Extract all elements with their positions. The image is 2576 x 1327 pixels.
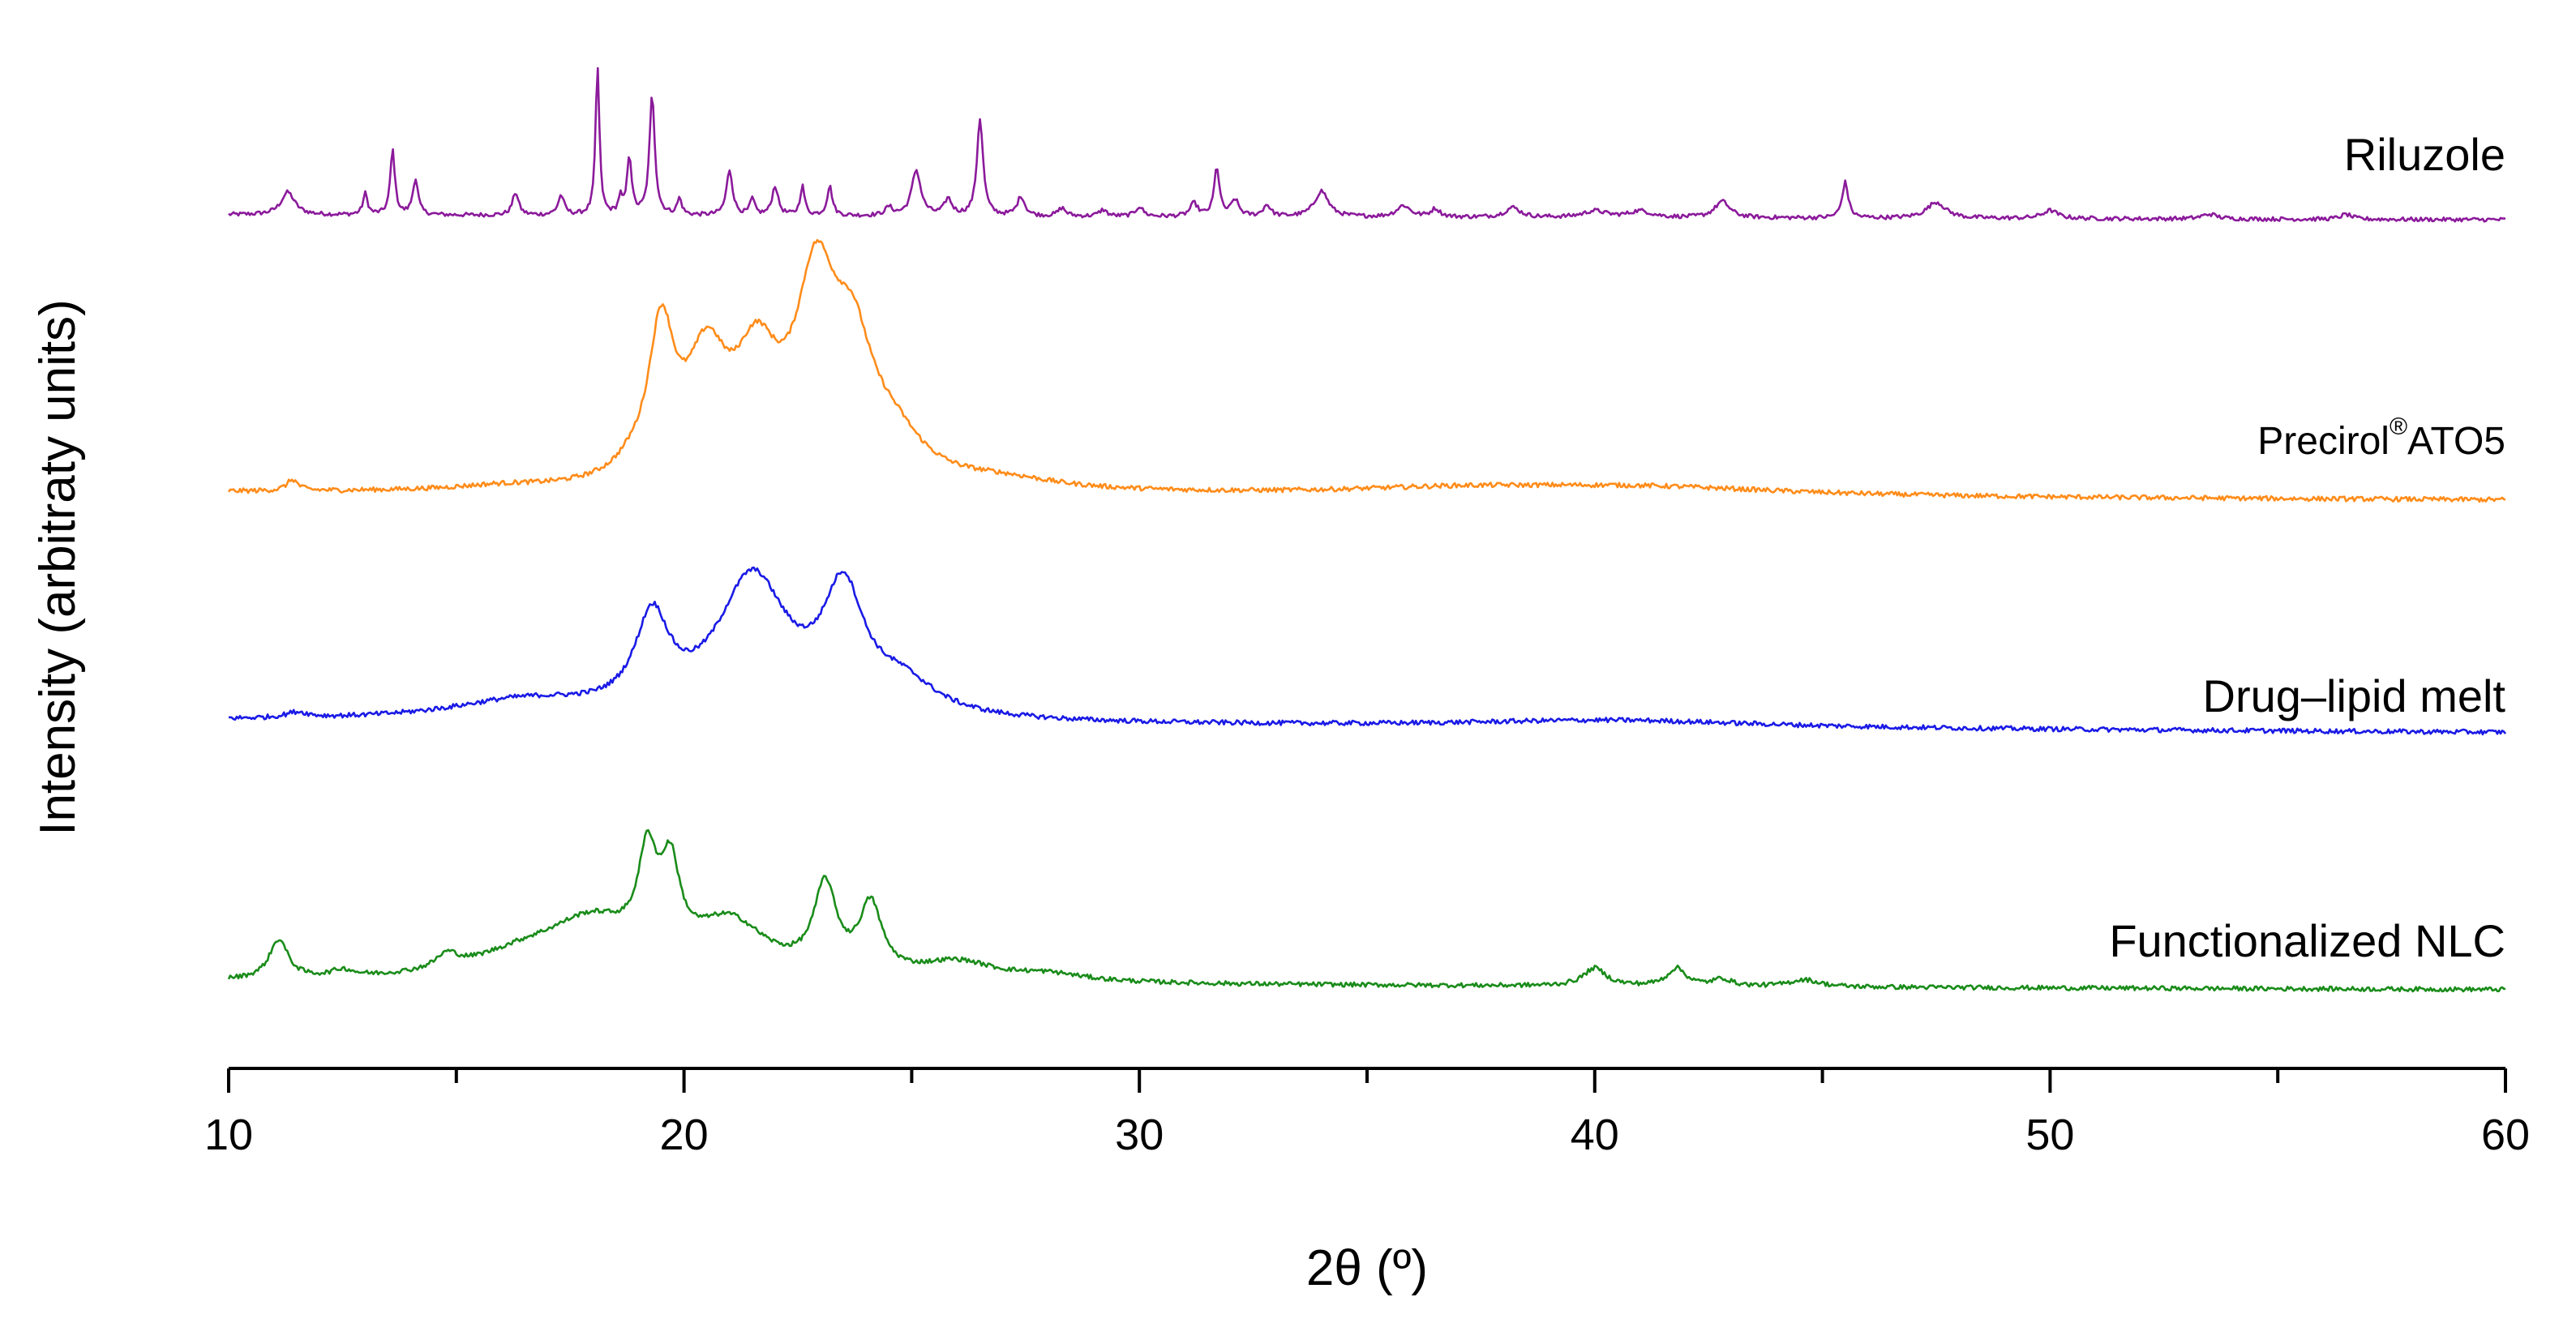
series-labels: Riluzole Precirol®ATO5 Drug–lipid melt Func… [2109, 129, 2505, 966]
series-line-4 [227, 828, 2506, 993]
series-label-4: Functionalized NLC [2109, 915, 2505, 966]
series-line-1 [228, 66, 2505, 223]
series-label-1: Riluzole [2344, 129, 2505, 180]
x-tick-label: 20 [660, 1111, 709, 1159]
series-line-3 [228, 566, 2507, 736]
x-tick-label: 10 [204, 1111, 253, 1159]
y-axis-title: Intensity (arbitraty units) [30, 299, 86, 836]
x-tick-label: 60 [2481, 1111, 2530, 1159]
x-tick-label: 50 [2025, 1111, 2074, 1159]
x-axis: 10 20 30 40 50 60 [204, 1067, 2530, 1159]
series-traces [227, 66, 2507, 993]
series-line-2 [227, 238, 2506, 503]
x-tick-label: 40 [1571, 1111, 1619, 1159]
x-ticks: 10 20 30 40 50 60 [204, 1068, 2530, 1159]
plot-area: Riluzole Precirol®ATO5 Drug–lipid melt Func… [227, 66, 2507, 993]
x-tick-label: 30 [1115, 1111, 1164, 1159]
series-label-2: Precirol®ATO5 [2257, 413, 2505, 463]
x-axis-title: 2θ (º) [1306, 1240, 1428, 1296]
series-label-3: Drug–lipid melt [2203, 670, 2506, 721]
